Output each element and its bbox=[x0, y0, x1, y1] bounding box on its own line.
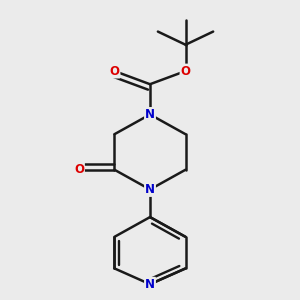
Text: N: N bbox=[145, 108, 155, 121]
Text: O: O bbox=[110, 64, 119, 78]
Text: N: N bbox=[145, 278, 155, 291]
Text: O: O bbox=[74, 163, 84, 176]
Text: N: N bbox=[145, 183, 155, 196]
Text: O: O bbox=[181, 64, 190, 78]
